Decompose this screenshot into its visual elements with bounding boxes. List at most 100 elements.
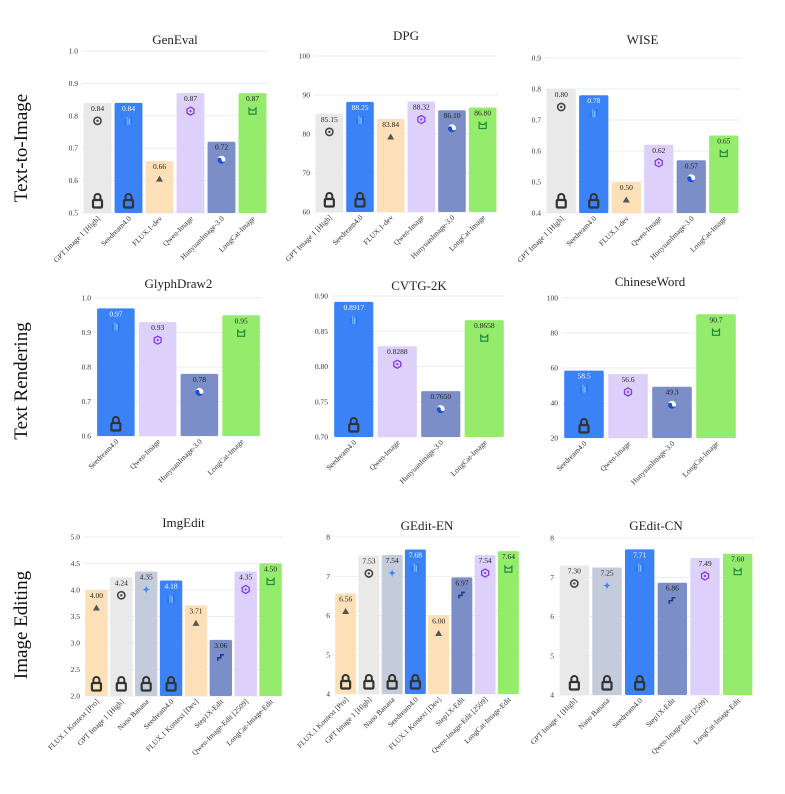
row-label-image-editing: Image Editing [11,570,32,679]
bfl-icon [622,196,630,203]
bar [657,582,688,695]
y-tick-label: 1.0 [82,294,92,303]
data-label: 56.6 [621,375,634,384]
x-tick-label: Seedream4.0 [99,214,133,248]
closed-source-lock-icon [386,674,398,690]
x-tick-label: Qwen-Image-Edit [2509] [649,696,709,756]
y-tick-label: 80 [551,329,559,338]
data-label: 4.00 [90,591,103,600]
bar [644,144,674,213]
x-tick-label: Qwen-Image [598,439,633,474]
chart-geneval: GenEval 0.5 0.6 0.7 0.8 0.9 1.0 0.84 GPT Image 1… [52,32,268,264]
openai-icon [569,579,579,588]
qwen-icon [393,359,402,369]
data-label: 0.84 [122,104,135,113]
closed-source-lock-icon [165,676,177,692]
y-tick-label: 5 [550,651,554,660]
x-tick-label: Seedream4.0 [610,696,644,730]
x-tick-label: LongCat-Image [206,437,246,477]
data-label: 7.60 [731,555,744,564]
bfl-icon [435,630,443,636]
chart-dpg: DPG 60 70 80 90 100 85.15 GPT Image 1 [High] 88.… [283,28,498,263]
bar [407,101,436,212]
y-tick-label: 100 [547,294,559,303]
closed-source-lock-icon [348,417,360,433]
chart-gedit-cn: GEdit-CN 4 5 6 7 8 7.30 GPT Image 1 [High] 7.25 N… [528,518,754,756]
y-tick-label: 7 [326,572,330,581]
bar [421,391,461,437]
hunyuan-icon [687,174,696,183]
data-label: 49.3 [665,388,678,397]
longcat-icon [478,121,487,130]
closed-source-lock-icon [601,675,613,691]
x-tick-label: LongCat-Image [449,438,489,478]
y-tick-label: 5.0 [71,533,81,542]
bar [676,160,706,213]
openai-icon [364,569,374,578]
bar [438,110,466,212]
x-tick-label: Seedream4.0 [555,439,589,473]
chart-chineseword: ChineseWord 20 40 60 80 100 58.5 Seedream4.0 56.… [547,274,738,487]
x-tick-label: Step1X-Edit [644,695,678,729]
data-label: 7.49 [698,559,711,568]
y-tick-label: 0.7 [69,144,79,153]
bar [97,308,135,436]
data-label: 0.57 [685,161,698,170]
y-tick-label: 4.0 [71,586,81,595]
y-tick-label: 0.7 [532,116,542,125]
bar [474,555,496,694]
data-label: 88.32 [413,103,430,112]
openai-icon [556,102,566,112]
qwen-icon [153,335,162,345]
qwen-icon [186,106,195,116]
bar [377,346,417,437]
data-label: 7.54 [479,556,492,565]
bar [624,549,655,695]
bar [404,549,426,694]
data-label: 0.8288 [387,347,408,356]
x-tick-label: Qwen-Image [368,438,403,473]
closed-source-lock-icon [122,193,135,209]
qwen-icon [480,568,490,578]
data-label: 88.25 [352,103,369,112]
y-tick-label: 0.6 [82,432,92,441]
longcat-icon [237,328,246,337]
qwen-icon [623,387,633,397]
bfl-icon [92,604,100,611]
x-tick-label: Qwen-Image [629,214,664,249]
bfl-icon [192,619,200,626]
bar [315,113,344,212]
bytedance-icon [356,115,364,124]
data-label: 7.25 [600,568,613,577]
data-label: 6.00 [432,617,445,626]
stepfun-icon [668,596,676,604]
chart-title: DPG [393,28,419,43]
closed-source-lock-icon [578,418,590,434]
gemini-icon [602,580,612,590]
y-tick-label: 0.6 [69,176,79,185]
bar [652,386,692,438]
bar [145,161,174,213]
bar [180,373,219,436]
openai-icon [93,116,102,126]
chart-wise: WISE 0.4 0.5 0.6 0.7 0.8 0.9 0.80 GPT Image 1 [H… [515,32,740,264]
hunyuan-icon [448,124,456,133]
data-label: 90.7 [709,315,722,324]
data-label: 0.87 [246,94,259,103]
x-tick-label: GPT Image 1 [High] [528,696,578,746]
x-tick-label: GPT Image 1 [High] [283,213,333,263]
longcat-icon [733,567,742,576]
bar [709,135,739,213]
data-label: 0.80 [555,90,568,99]
bfl-icon [342,608,350,615]
chart-glyphdraw2: GlyphDraw2 0.6 0.7 0.8 0.9 1.0 0.97 Seedream4.0… [82,276,262,485]
bar [184,605,208,696]
longcat-icon [711,327,721,336]
closed-source-lock-icon [568,675,580,691]
chart-title: GEdit-CN [629,518,683,533]
chart-title: GEdit-EN [401,518,454,533]
bar [358,555,380,694]
y-tick-label: 0.80 [315,362,328,371]
